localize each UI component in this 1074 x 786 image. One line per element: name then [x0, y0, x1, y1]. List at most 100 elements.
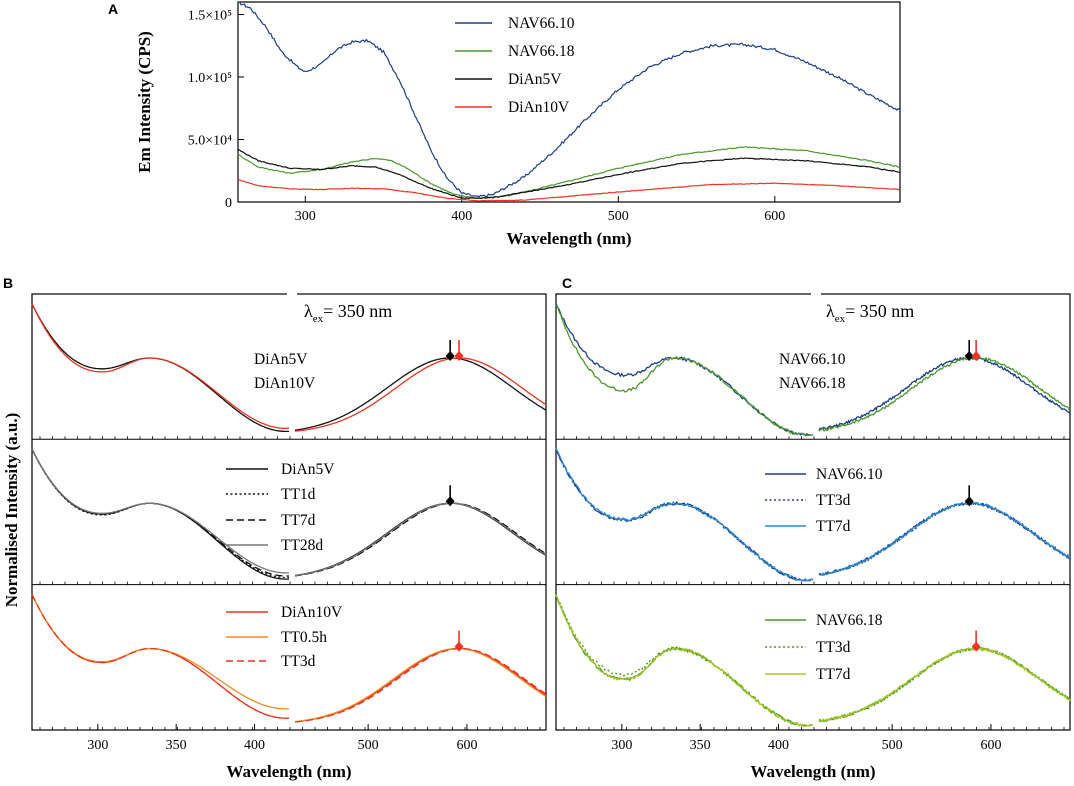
- panel-c-x-tick-labels: 300 350 400 500 600: [611, 738, 1001, 753]
- c-row3-line-nav66-18-uv: [555, 594, 814, 727]
- peak-marker: [964, 496, 974, 507]
- a-x-tick-label: 500: [608, 209, 629, 224]
- c-row2-line-tt7d-vis: [818, 501, 1071, 577]
- peak-marker: [971, 641, 981, 652]
- panel-a-y-tick-labels: 0 5.0×10⁴ 1.0×10⁵ 1.5×10⁵: [188, 9, 232, 212]
- c-row3-line-tt3d-uv: [555, 593, 814, 727]
- a-x-tick-label: 400: [451, 209, 472, 224]
- b-row1-line-dian5v-vis: [294, 357, 547, 431]
- b-row2-line-tt7d-vis: [294, 502, 547, 577]
- c-row3-line-nav66-18-vis: [818, 647, 1071, 723]
- b-row2-legend-tt7d: TT7d: [281, 512, 316, 529]
- b-row2-line-tt1d-vis: [294, 502, 547, 577]
- b-row2-line-tt28d-uv: [31, 448, 289, 574]
- b-row3-line-tt3d-vis: [294, 647, 547, 723]
- legend-label-nav66-18: NAV66.18: [508, 43, 575, 60]
- panel-c-label: C: [562, 275, 572, 291]
- c-row2-legend-nav66-10: NAV66.10: [816, 466, 883, 483]
- panel-b-x-tick-labels: 300 350 400 500 600: [87, 738, 477, 753]
- c-row1-line-nav66-18-uv: [555, 304, 814, 436]
- a-y-tick-label: 1.5×10⁵: [188, 9, 232, 24]
- peak-marker: [454, 350, 464, 361]
- b-row2-line-tt28d-vis: [294, 502, 547, 577]
- peak-marker: [971, 350, 981, 361]
- axis-break: [811, 291, 821, 303]
- peak-marker: [964, 350, 974, 361]
- b-row2-legend-dian5v: DiAn5V: [281, 461, 335, 478]
- b-row2-line-dian5v-vis: [294, 502, 547, 577]
- b-x-tick-label: 400: [244, 738, 265, 753]
- panel-b: B λex= 350 nm 300 350 400 500 600 Wavele…: [2, 275, 547, 781]
- a-x-tick-label: 300: [295, 209, 316, 224]
- panel-a-ticks: [238, 14, 776, 203]
- panel-c-content: [555, 291, 1071, 730]
- c-excitation-label: λex= 350 nm: [826, 301, 914, 325]
- b-x-tick-label: 300: [87, 738, 108, 753]
- a-series-line-dian5v: [237, 149, 901, 200]
- c-x-axis-label: Wavelength (nm): [750, 762, 875, 781]
- b-x-tick-label: 350: [166, 738, 187, 753]
- legend-label-dian10v: DiAn10V: [508, 99, 570, 116]
- b-x-axis-label: Wavelength (nm): [226, 762, 351, 781]
- b-row3-line-dian10v-vis: [294, 647, 547, 723]
- c-row2-legend-tt3d: TT3d: [816, 492, 851, 509]
- b-row3-line-tt3d-uv: [31, 594, 289, 719]
- axis-break: [287, 291, 297, 303]
- b-row1-line-dian10v-uv: [31, 303, 289, 429]
- a-series-line-dian10v: [237, 178, 901, 202]
- panel-a-label: A: [108, 1, 118, 17]
- c-row3-legend-tt7d: TT7d: [816, 666, 851, 683]
- c-x-tick-label: 600: [980, 738, 1001, 753]
- c-row2-line-nav66-10-uv: [555, 450, 814, 582]
- c-row1-line-nav66-10-vis: [818, 356, 1071, 431]
- c-row3-legend-nav66-18: NAV66.18: [816, 612, 883, 629]
- b-row1-line-dian5v-uv: [31, 303, 289, 433]
- b-x-tick-label: 600: [456, 738, 477, 753]
- legend-label-dian5v: DiAn5V: [508, 71, 562, 88]
- c-row1-legend-nav66-10: NAV66.10: [779, 351, 846, 368]
- panel-b-legends: DiAn5V DiAn10V DiAn5V TT1d TT7d TT28d Di…: [226, 351, 343, 670]
- a-y-tick-label: 0: [225, 196, 232, 211]
- a-series-line-nav66-18: [237, 146, 901, 200]
- panel-a-series: [237, 1, 901, 202]
- b-excitation-label: λex= 350 nm: [304, 301, 392, 325]
- c-x-tick-label: 500: [882, 738, 903, 753]
- a-y-axis-label: Em Intensity (CPS): [135, 31, 154, 173]
- c-row2-line-tt3d-vis: [819, 501, 1071, 577]
- c-x-tick-label: 400: [768, 738, 789, 753]
- b-row2-legend-tt28d: TT28d: [281, 537, 323, 554]
- c-row3-line-tt7d-vis: [818, 647, 1071, 723]
- b-row3-legend-tt3d: TT3d: [281, 653, 316, 670]
- a-y-tick-label: 5.0×10⁴: [188, 134, 232, 149]
- panel-a-legend: NAV66.10 NAV66.18 DiAn5V DiAn10V: [455, 15, 575, 116]
- c-row2-line-tt3d-uv: [555, 448, 814, 582]
- c-row1-line-nav66-10-uv: [555, 302, 814, 437]
- b-row1-legend-dian5v: DiAn5V: [254, 351, 308, 368]
- c-x-tick-label: 350: [690, 738, 711, 753]
- a-x-tick-label: 600: [764, 209, 785, 224]
- b-row3-legend-tt0-5h: TT0.5h: [281, 629, 327, 646]
- b-row3-line-tt0-5h-uv: [31, 594, 289, 710]
- peak-marker: [454, 641, 464, 652]
- panel-a-x-tick-labels: 300 400 500 600: [295, 209, 786, 224]
- panel-a: A 300 400 500 600 0 5.0×10⁴ 1.0×10⁵ 1.5×…: [108, 1, 901, 248]
- c-row1-legend-nav66-18: NAV66.18: [779, 375, 846, 392]
- b-row2-legend-tt1d: TT1d: [281, 486, 316, 503]
- a-x-axis-label: Wavelength (nm): [506, 229, 631, 248]
- legend-label-nav66-10: NAV66.10: [508, 15, 575, 32]
- a-y-tick-label: 1.0×10⁵: [188, 71, 232, 86]
- c-row2-legend-tt7d: TT7d: [816, 518, 851, 535]
- b-y-axis-label: Normalised Intensity (a.u.): [2, 413, 21, 608]
- panel-c: C λex= 350 nm 300 350 400 500 600 Wavele…: [555, 275, 1071, 781]
- panel-a-frame: [237, 1, 901, 203]
- b-row1-legend-dian10v: DiAn10V: [254, 375, 316, 392]
- c-row3-line-tt7d-uv: [555, 595, 814, 727]
- b-x-tick-label: 500: [358, 738, 379, 753]
- c-row2-line-tt7d-uv: [555, 447, 814, 582]
- c-x-tick-label: 300: [611, 738, 632, 753]
- panel-b-content: [31, 291, 547, 730]
- panel-c-legends: NAV66.10 NAV66.18 NAV66.10 TT3d TT7d NAV…: [765, 351, 883, 683]
- b-row1-line-dian10v-vis: [294, 357, 547, 432]
- a-series-line-nav66-10: [238, 1, 901, 198]
